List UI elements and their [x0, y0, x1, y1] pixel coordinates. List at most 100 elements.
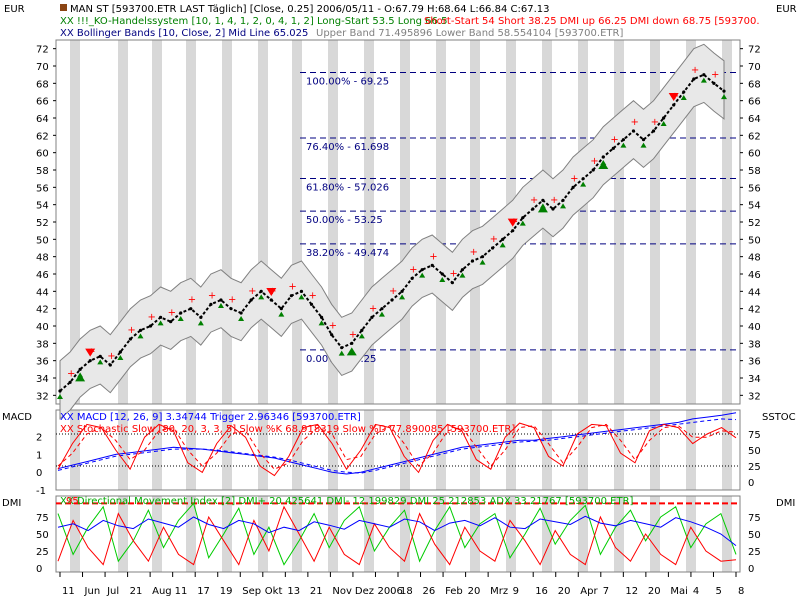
y-tick-label-left: 34: [36, 374, 49, 385]
price-point: [450, 281, 454, 285]
background-stripe: [722, 40, 732, 404]
right-unit-label: EUR: [776, 4, 797, 15]
y-tick-label-left: 46: [36, 270, 49, 281]
long-signal-marker: [660, 121, 667, 126]
price-point: [88, 359, 92, 363]
plus-marker: +: [349, 329, 357, 340]
plus-marker: +: [530, 195, 538, 206]
dmi-overlay-value: 95: [66, 496, 79, 507]
plus-marker: +: [429, 251, 437, 262]
x-tick-label: 16: [535, 586, 548, 597]
x-tick-label: 20: [558, 586, 571, 597]
background-stripe: [222, 410, 232, 490]
background-stripe: [258, 410, 268, 490]
series-color-swatch: [60, 4, 67, 11]
y-tick-label-left: 68: [36, 79, 49, 90]
dmi-tick-label-right: 25: [748, 547, 761, 558]
stoch-tick-label: 25: [748, 462, 761, 473]
price-point: [249, 298, 253, 302]
y-tick-label-left: 48: [36, 253, 49, 264]
price-point: [501, 237, 505, 241]
price-point: [219, 298, 223, 302]
x-tick-label: 20: [648, 586, 661, 597]
y-tick-label-left: 52: [36, 218, 49, 229]
price-point: [662, 116, 666, 120]
price-point: [702, 73, 706, 77]
y-tick-label-right: 68: [748, 79, 761, 90]
price-point: [551, 207, 555, 211]
plus-marker: +: [590, 156, 598, 167]
x-tick-label: Aug: [152, 586, 172, 597]
y-tick-label-left: 62: [36, 131, 49, 142]
macd-tick-label: 0: [36, 468, 42, 479]
x-tick-label: 19: [220, 586, 233, 597]
plus-marker: +: [228, 295, 236, 306]
background-stripe: [470, 496, 480, 572]
x-tick-label: 21: [130, 586, 143, 597]
price-point: [380, 307, 384, 311]
background-stripe: [364, 410, 374, 490]
price-point: [541, 198, 545, 202]
price-panel-background: [55, 39, 741, 405]
long-signal-marker: [117, 355, 124, 360]
plus-marker: +: [630, 117, 638, 128]
background-stripe: [118, 496, 128, 572]
background-stripe: [118, 40, 128, 404]
long-signal-marker: [338, 350, 345, 356]
ko-system-legend: XX !!!_KO-Handelssystem [10, 1, 4, 1, 2,…: [60, 16, 447, 27]
price-point: [511, 229, 515, 233]
long-signal-triangle: [537, 204, 548, 213]
long-signal-marker: [560, 203, 567, 209]
short-signal-triangle: [266, 288, 277, 296]
plus-marker: +: [490, 234, 498, 245]
price-point: [239, 311, 243, 315]
x-tick-label: 11: [175, 586, 188, 597]
price-panel[interactable]: 32 32 34 34 36 36 38 38 40 40 42 42 44 44 46 46 48 48 50 50…: [36, 43, 761, 420]
y-tick-label-right: 36: [748, 357, 761, 368]
long-signal-marker: [358, 333, 365, 339]
fib-level-label: 50.00% - 53.25: [306, 215, 383, 226]
background-stripe: [650, 410, 660, 490]
background-stripe: [506, 496, 516, 572]
plus-marker: +: [711, 69, 719, 80]
x-tick-label: 2006: [377, 586, 402, 597]
price-point: [521, 216, 525, 220]
x-tick-label: Mai: [670, 586, 688, 597]
long-signal-marker: [97, 359, 104, 365]
price-point: [400, 289, 404, 293]
y-tick-label-right: 34: [748, 374, 761, 385]
price-legend: MAN ST [593700.ETR LAST Täglich] [Close,…: [70, 4, 549, 15]
y-tick-label-right: 42: [748, 305, 761, 316]
macd-panel-series-line: [57, 418, 737, 474]
background-stripe: [578, 496, 588, 572]
y-tick-label-left: 38: [36, 339, 49, 350]
long-signal-marker: [177, 316, 184, 321]
background-stripe: [506, 410, 516, 490]
background-stripe: [614, 40, 624, 404]
background-stripe: [186, 410, 196, 490]
background-stripe: [400, 40, 410, 404]
y-tick-label-left: 36: [36, 357, 49, 368]
price-point: [440, 272, 444, 276]
price-point: [138, 328, 143, 332]
y-tick-label-right: 40: [748, 322, 761, 333]
fib-level-label: 100.00% - 69.25: [306, 77, 389, 88]
fib-level-label: 61.80% - 57.026: [306, 182, 389, 193]
stoch-legend: XX Stochastic Slow [80, 20, 3, 3, 5] Slo…: [60, 424, 515, 435]
macd-panel[interactable]: -1 0 1 2 0 25 50 75: [36, 412, 761, 497]
left-unit-label: EUR: [4, 4, 25, 15]
background-stripe: [364, 40, 374, 404]
background-stripe: [222, 496, 232, 572]
background-stripe: [186, 40, 196, 404]
price-point: [169, 320, 173, 324]
dmi-panel[interactable]: 0 0 25 25 50 50 75 75: [36, 502, 761, 575]
y-tick-label-right: 38: [748, 339, 761, 350]
y-tick-label-left: 70: [36, 62, 49, 73]
background-stripe: [222, 40, 232, 404]
x-tick-label: Sep: [242, 586, 261, 597]
background-stripe: [292, 40, 302, 404]
long-signal-marker: [620, 142, 627, 148]
long-signal-marker: [318, 320, 325, 326]
long-signal-triangle: [598, 161, 609, 169]
y-tick-label-left: 44: [36, 287, 49, 298]
